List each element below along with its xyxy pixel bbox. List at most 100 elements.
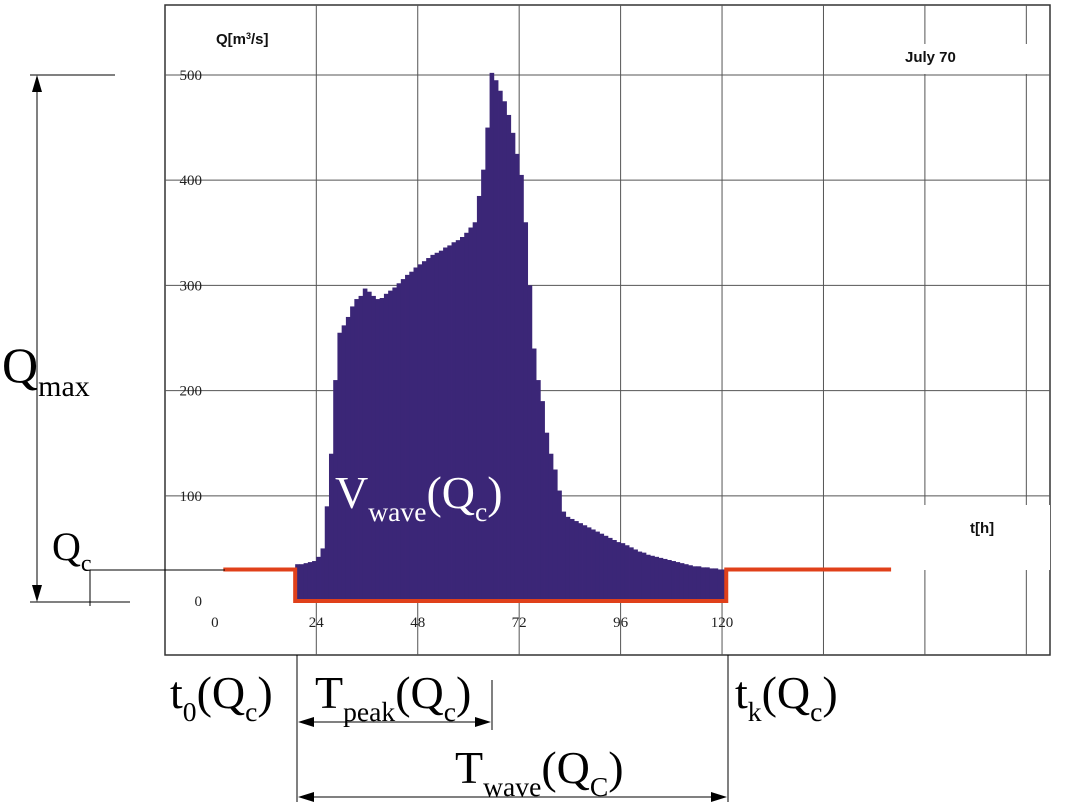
bar	[705, 567, 710, 602]
x-tick-label: 48	[410, 615, 425, 631]
bar	[481, 169, 486, 602]
bar	[379, 298, 385, 602]
bar	[316, 556, 321, 602]
bar	[295, 564, 300, 602]
bar	[438, 250, 444, 602]
bar	[582, 525, 588, 602]
bar	[650, 555, 655, 602]
y-tick-label: 200	[180, 384, 203, 400]
tk-label-part: t	[735, 667, 748, 718]
bar	[434, 252, 440, 602]
bar	[569, 518, 575, 602]
qc-label-part: c	[81, 551, 92, 577]
x-tick-label: 120	[711, 615, 734, 631]
bar	[392, 287, 398, 602]
bar	[485, 127, 490, 602]
twave-label: Twave(QC)	[455, 742, 624, 802]
bar	[713, 568, 719, 602]
bar	[692, 566, 698, 602]
bar	[629, 547, 634, 602]
bar	[717, 569, 723, 602]
qmax-label-part: Q	[2, 337, 38, 393]
x-axis-label: t[h]	[970, 520, 994, 537]
bar	[641, 552, 647, 602]
bar	[578, 523, 583, 602]
tk-label-part: )	[822, 667, 837, 718]
arrowhead	[475, 717, 491, 727]
label-box	[890, 505, 1050, 570]
bar	[493, 80, 499, 602]
bar	[514, 153, 520, 602]
wave-volume-label-part: V	[335, 467, 368, 518]
bar	[354, 299, 359, 602]
bar	[341, 325, 347, 602]
qmax-label: Qmax	[2, 337, 90, 403]
t0-label-part: (Q	[197, 667, 246, 718]
bar	[616, 542, 622, 602]
qmax-label-part: max	[38, 370, 90, 403]
bar	[502, 101, 507, 602]
bar	[303, 563, 309, 602]
bar	[603, 535, 609, 602]
bar	[565, 516, 571, 602]
bar	[413, 267, 419, 602]
bar	[679, 563, 685, 602]
arrowheads	[32, 75, 727, 802]
t0-label-part: 0	[183, 696, 197, 727]
y-axis-label: Q[m3/s]	[216, 31, 269, 48]
bar	[671, 561, 676, 602]
bar	[612, 540, 617, 602]
bar	[362, 288, 368, 602]
bar	[464, 232, 469, 602]
tpeak-label-part: (Q	[395, 667, 444, 718]
bar	[400, 279, 406, 602]
note-box	[848, 44, 1030, 74]
x-tick-label: 96	[613, 615, 629, 631]
bar	[536, 380, 541, 602]
bar	[531, 348, 537, 602]
bars	[223, 72, 892, 604]
bar	[451, 242, 457, 602]
x-tick-label: 24	[309, 615, 325, 631]
bar	[307, 562, 313, 602]
twave-label-part: (Q	[541, 742, 590, 793]
arrowhead	[32, 75, 42, 92]
bar	[557, 490, 562, 602]
twave-label-part: )	[608, 742, 623, 793]
bar	[409, 271, 414, 602]
bar	[574, 521, 579, 602]
tpeak-label: Tpeak(Qc)	[315, 667, 471, 727]
dimension-lines	[30, 74, 729, 802]
bar	[345, 316, 351, 602]
bar	[654, 556, 660, 602]
wave-volume-label-part: (Q	[426, 467, 475, 518]
bar	[430, 254, 436, 602]
bar	[375, 299, 381, 602]
bar	[506, 114, 512, 602]
bar	[523, 222, 529, 602]
note: July 70	[905, 49, 956, 66]
t0-label-part: c	[245, 696, 257, 727]
y-tick-label: 500	[180, 68, 203, 84]
t0-label: t0(Qc)	[170, 667, 273, 727]
y-tick-label: 300	[180, 278, 203, 294]
bar	[709, 568, 714, 602]
tk-label: tk(Qc)	[735, 667, 838, 727]
bar	[586, 527, 592, 602]
bar	[299, 564, 305, 602]
bar	[645, 554, 651, 602]
bar	[472, 222, 478, 602]
arrowhead	[298, 792, 314, 802]
bar	[460, 236, 465, 602]
bar	[624, 545, 630, 602]
bar	[426, 258, 431, 602]
y-axis-label-part: /s]	[251, 31, 269, 48]
bar	[540, 401, 545, 602]
bar	[447, 245, 452, 602]
arrowhead	[711, 792, 727, 802]
bar	[489, 72, 495, 602]
t0-label-part: )	[257, 667, 272, 718]
arrowhead	[298, 717, 314, 727]
bar	[637, 551, 643, 602]
bar	[421, 261, 427, 602]
